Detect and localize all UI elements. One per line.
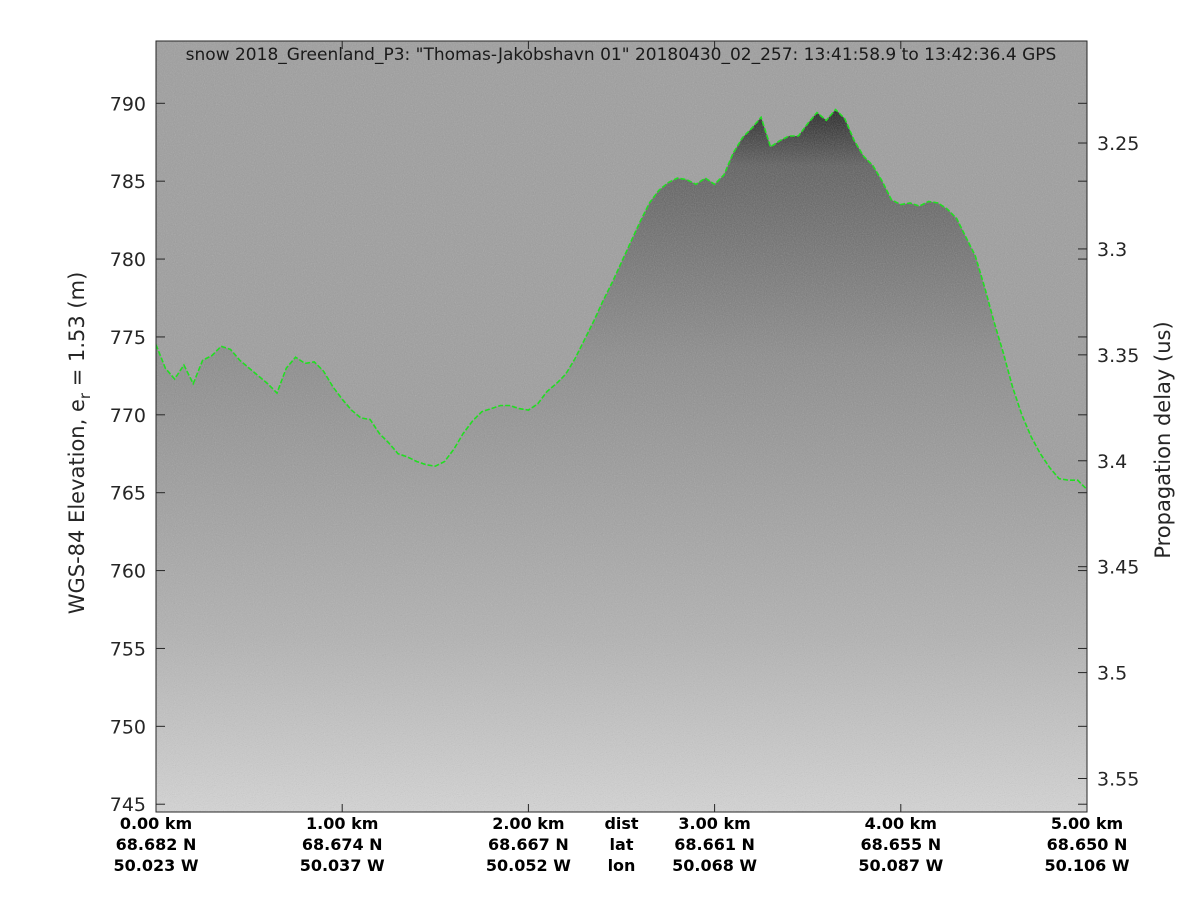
right-axis: 3.25 3.3 3.35 3.4 3.45 3.5 3.55 xyxy=(1078,133,1139,791)
y-tick-label: 760 xyxy=(110,561,146,583)
speckle-noise xyxy=(156,41,1087,812)
x-tick-dist-label: 2.00 km xyxy=(492,814,564,833)
y-tick-label: 780 xyxy=(110,249,146,271)
y-tick-label: 775 xyxy=(110,327,146,349)
y-tick-label: 750 xyxy=(110,716,146,738)
y-axis-label-main: WGS-84 Elevation, e xyxy=(65,399,89,614)
y2-tick-label: 3.3 xyxy=(1097,239,1127,261)
x-tick-lon-label: 50.037 W xyxy=(300,856,385,875)
y-tick-label: 745 xyxy=(110,794,146,816)
y-axis-label-suffix: = 1.53 (m) xyxy=(65,272,89,393)
x-tick-lon-label: 50.106 W xyxy=(1045,856,1130,875)
y-tick-label: 755 xyxy=(110,638,146,660)
x-tick-dist-label: 1.00 km xyxy=(306,814,378,833)
y-axis-label: WGS-84 Elevation, er = 1.53 (m) xyxy=(65,272,94,615)
x-tick-lon-label: 50.052 W xyxy=(486,856,571,875)
x-tick-lon-label: 50.087 W xyxy=(858,856,943,875)
x-tick-dist-label: 0.00 km xyxy=(120,814,192,833)
y2-tick-label: 3.4 xyxy=(1097,451,1127,473)
x-tick-lat-label: 68.674 N xyxy=(302,835,383,854)
y-axis-label-subscript: r xyxy=(76,392,94,399)
y2-tick-label: 3.5 xyxy=(1097,663,1127,685)
y2-tick-label: 3.25 xyxy=(1097,133,1139,155)
y2-axis-label: Propagation delay (us) xyxy=(1151,321,1175,558)
y-tick-label: 770 xyxy=(110,405,146,427)
x-tick-lat-label: 68.667 N xyxy=(488,835,569,854)
left-axis: 745 750 755 760 765 770 775 780 785 790 xyxy=(110,93,1087,816)
plot-frame xyxy=(155,40,1088,813)
y-tick-label: 785 xyxy=(110,171,146,193)
x-tick-lat-label: 68.682 N xyxy=(116,835,197,854)
x-tick-lat-label: 68.650 N xyxy=(1047,835,1128,854)
y-tick-label: 790 xyxy=(110,93,146,115)
x-row-label-lat: lat xyxy=(610,835,634,854)
x-axis-info: 0.00 km 68.682 N 50.023 W 1.00 km 68.674 N 50… xyxy=(114,41,1130,875)
x-tick-lat-label: 68.661 N xyxy=(674,835,755,854)
y2-tick-label: 3.45 xyxy=(1097,557,1139,579)
x-tick-dist-label: 4.00 km xyxy=(865,814,937,833)
x-tick-lon-label: 50.023 W xyxy=(114,856,199,875)
echogram-image xyxy=(156,41,1087,812)
x-tick-lat-label: 68.655 N xyxy=(860,835,941,854)
y2-tick-label: 3.55 xyxy=(1097,769,1139,791)
x-tick-dist-label: 3.00 km xyxy=(678,814,750,833)
x-row-label-dist: dist xyxy=(604,814,638,833)
y-tick-label: 765 xyxy=(110,483,146,505)
x-row-label-lon: lon xyxy=(608,856,636,875)
chart-title: snow 2018_Greenland_P3: "Thomas-Jakobsha… xyxy=(186,45,1057,65)
x-tick-lon-label: 50.068 W xyxy=(672,856,757,875)
x-tick-dist-label: 5.00 km xyxy=(1051,814,1123,833)
y2-tick-label: 3.35 xyxy=(1097,345,1139,367)
